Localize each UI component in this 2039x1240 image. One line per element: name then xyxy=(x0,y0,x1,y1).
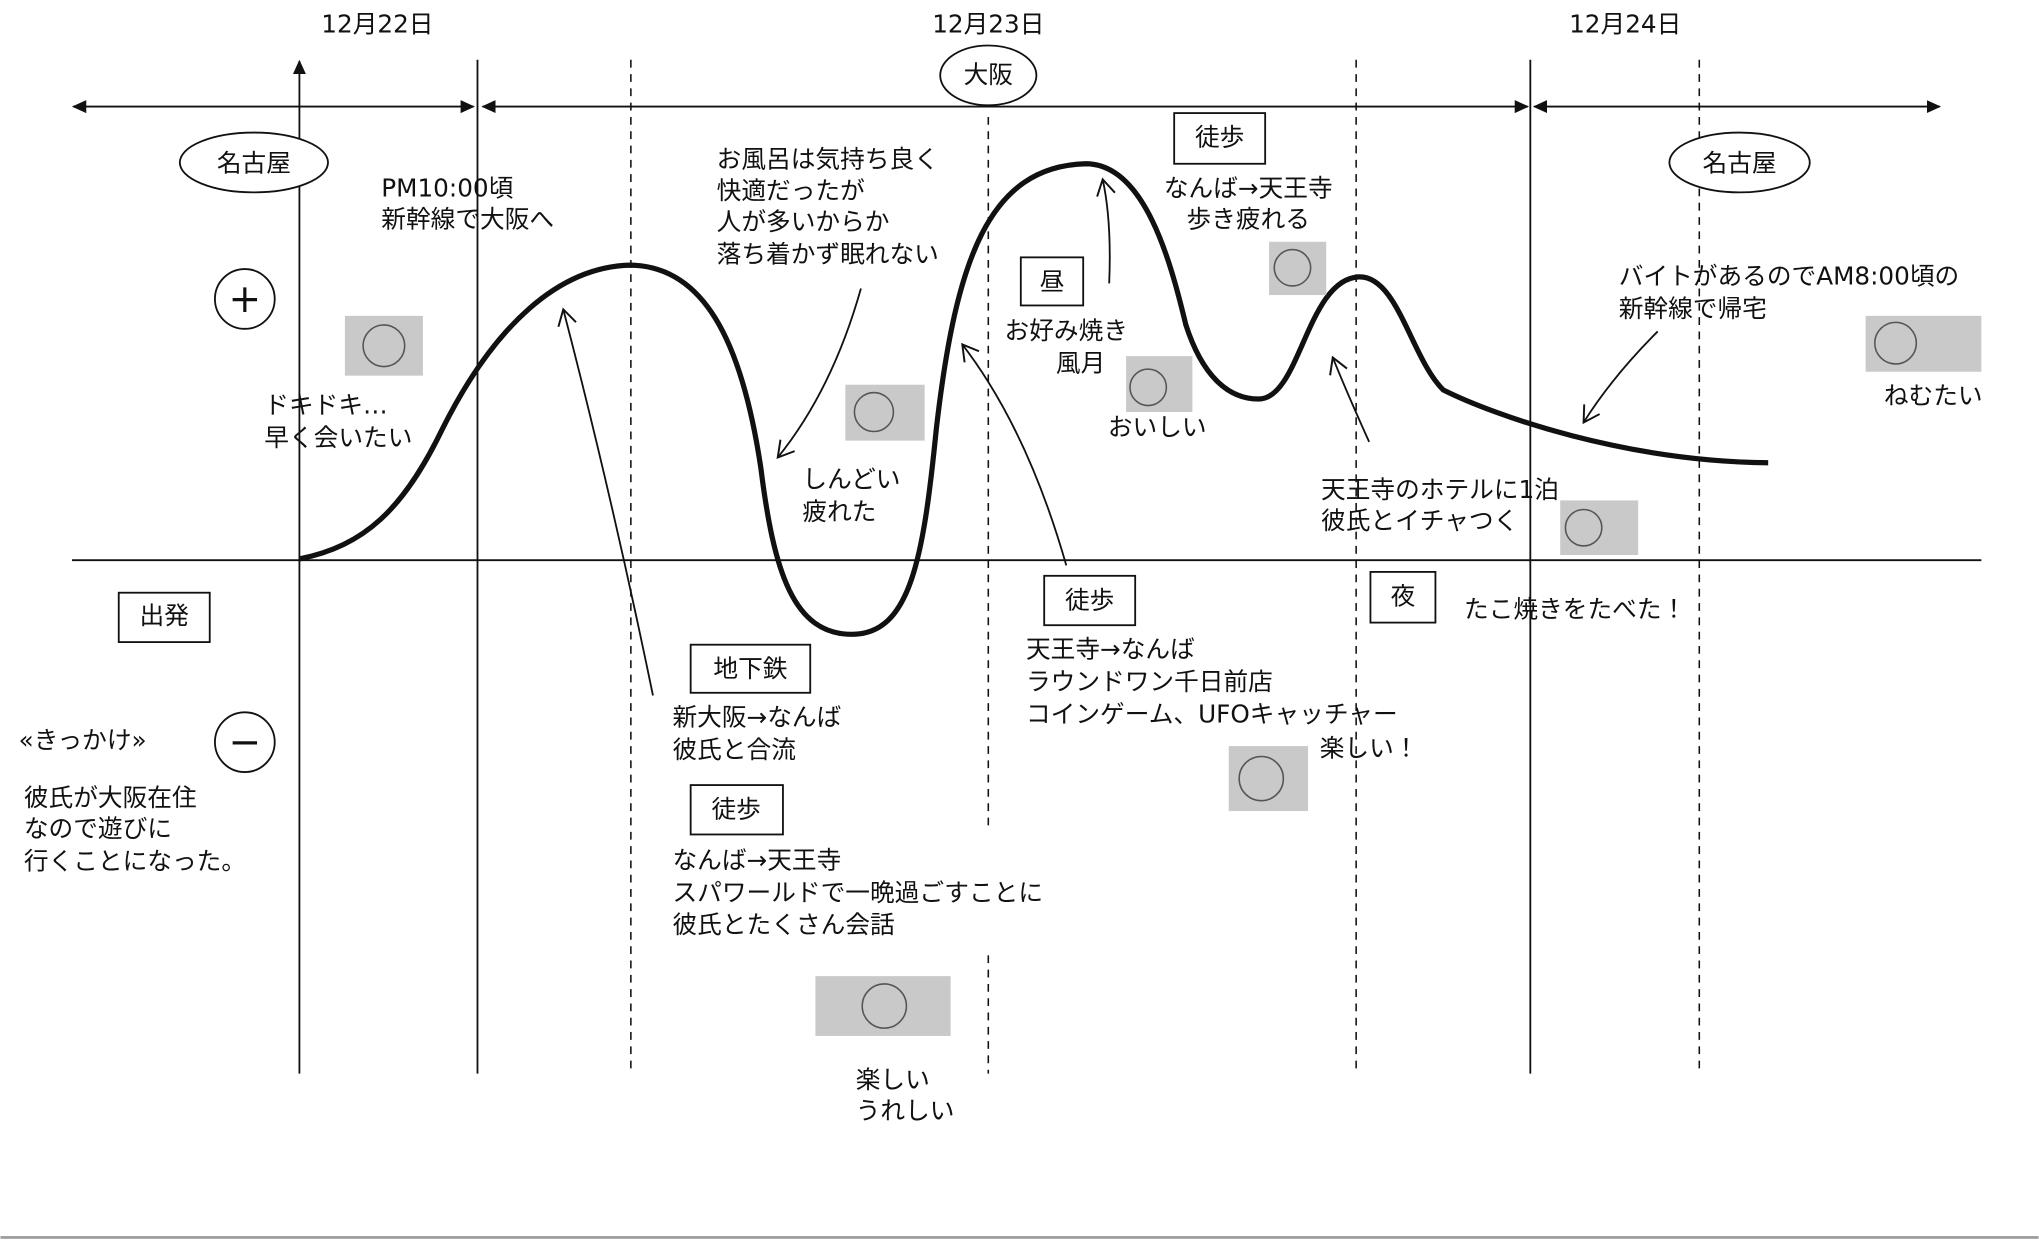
note-line: 楽しい！ xyxy=(1320,733,1419,762)
note-line: なんば→天王寺 xyxy=(1164,173,1333,202)
note-line: 新大阪→なんば xyxy=(672,702,841,731)
date-label: 12月23日 xyxy=(932,9,1044,38)
place-ellipse xyxy=(939,44,1038,107)
note-line: 疲れた xyxy=(802,497,876,526)
emotion-curve xyxy=(298,161,1769,637)
note-line: スパワールドで一晩過ごすことに xyxy=(672,878,1043,907)
note-line: 人が多いからか xyxy=(717,207,890,236)
negative-circle xyxy=(214,711,276,773)
tag-label: 地下鉄 xyxy=(713,654,787,683)
tag-box xyxy=(1043,574,1137,627)
tag-box xyxy=(1369,570,1437,624)
note-line: うれしい xyxy=(856,1096,955,1125)
face-sketch xyxy=(344,315,423,376)
tag-label: 徒歩 xyxy=(711,795,760,824)
note-line: PM10:00頃 xyxy=(381,173,513,202)
face-sketch xyxy=(815,976,951,1036)
note-line: コインゲーム、UFOキャッチャー xyxy=(1026,700,1398,729)
place-label: 大阪 xyxy=(964,60,1013,89)
face-sketch xyxy=(1228,746,1309,812)
pointer-arrow xyxy=(961,342,1068,566)
tag-box xyxy=(1173,112,1267,165)
place-ellipse xyxy=(1668,131,1811,194)
face-sketch xyxy=(1865,315,1982,372)
note-line: 彼氏とイチャつく xyxy=(1321,506,1518,535)
note-line: お風呂は気持ち良く xyxy=(717,145,939,174)
face-sketch xyxy=(1269,241,1327,296)
note-line: 新幹線で帰宅 xyxy=(1619,294,1767,323)
note-line: 風月 xyxy=(1056,349,1105,378)
pointer-arrow xyxy=(776,288,862,460)
place-label: 名古屋 xyxy=(1703,149,1777,178)
positive-label: + xyxy=(228,277,261,322)
note-line: ドキドキ… xyxy=(264,390,387,419)
note-line: たこ焼きをたべた！ xyxy=(1464,594,1686,623)
note-line: 落ち着かず眠れない xyxy=(717,240,939,269)
pointer-arrow xyxy=(1329,355,1370,443)
place-ellipse xyxy=(178,131,329,194)
place-label: 名古屋 xyxy=(217,149,291,178)
note-line: おいしい xyxy=(1108,412,1207,441)
start-label: 出発 xyxy=(140,601,189,630)
pointer-arrow xyxy=(1096,177,1116,284)
face-sketch xyxy=(1560,500,1639,556)
date-label: 12月24日 xyxy=(1569,9,1681,38)
tag-label: 昼 xyxy=(1040,267,1065,296)
note-line: 快適だったが xyxy=(717,176,865,205)
note-line: 早く会いたい xyxy=(264,423,412,452)
note-line: 新幹線で大阪へ xyxy=(381,204,554,233)
pointers xyxy=(557,177,1659,696)
note-line: 歩き疲れる xyxy=(1187,204,1310,233)
tag-box xyxy=(117,591,211,644)
note-line: バイトがあるのでAM8:00頃の xyxy=(1619,262,1960,291)
trigger-line: なので遊びに xyxy=(24,814,172,843)
note-line: 天王寺→なんば xyxy=(1026,635,1195,664)
faces xyxy=(344,241,1982,1036)
trigger-line: 彼氏が大阪在住 xyxy=(24,783,197,812)
note-line: 彼氏と合流 xyxy=(672,735,795,764)
tag-label: 徒歩 xyxy=(1065,585,1114,614)
note-line: ラウンドワン千日前店 xyxy=(1026,667,1273,696)
note-line: なんば→天王寺 xyxy=(672,845,841,874)
note-line: 楽しい xyxy=(856,1065,930,1094)
positive-circle xyxy=(214,268,276,330)
face-sketch xyxy=(1126,356,1193,413)
trigger-line: 行くことになった。 xyxy=(24,847,246,876)
date-label: 12月22日 xyxy=(321,9,433,38)
face-sketch xyxy=(845,384,925,441)
tag-label: 夜 xyxy=(1391,581,1416,610)
grid xyxy=(0,59,2039,1239)
note-line: ねむたい xyxy=(1884,381,1983,410)
trigger-heading: «きっかけ» xyxy=(19,726,147,755)
note-line: 彼氏とたくさん会話 xyxy=(672,910,894,939)
tag-box xyxy=(689,784,784,836)
tag-label: 徒歩 xyxy=(1195,123,1244,152)
pointer-arrow xyxy=(557,307,654,696)
tag-box xyxy=(689,643,812,694)
pointer-arrow xyxy=(1582,330,1659,425)
tag-box xyxy=(1019,256,1085,307)
negative-label: − xyxy=(228,720,261,765)
note-line: お好み焼き xyxy=(1005,316,1128,345)
note-line: しんどい xyxy=(802,464,900,493)
note-line: 天王寺のホテルに1泊 xyxy=(1321,475,1559,504)
